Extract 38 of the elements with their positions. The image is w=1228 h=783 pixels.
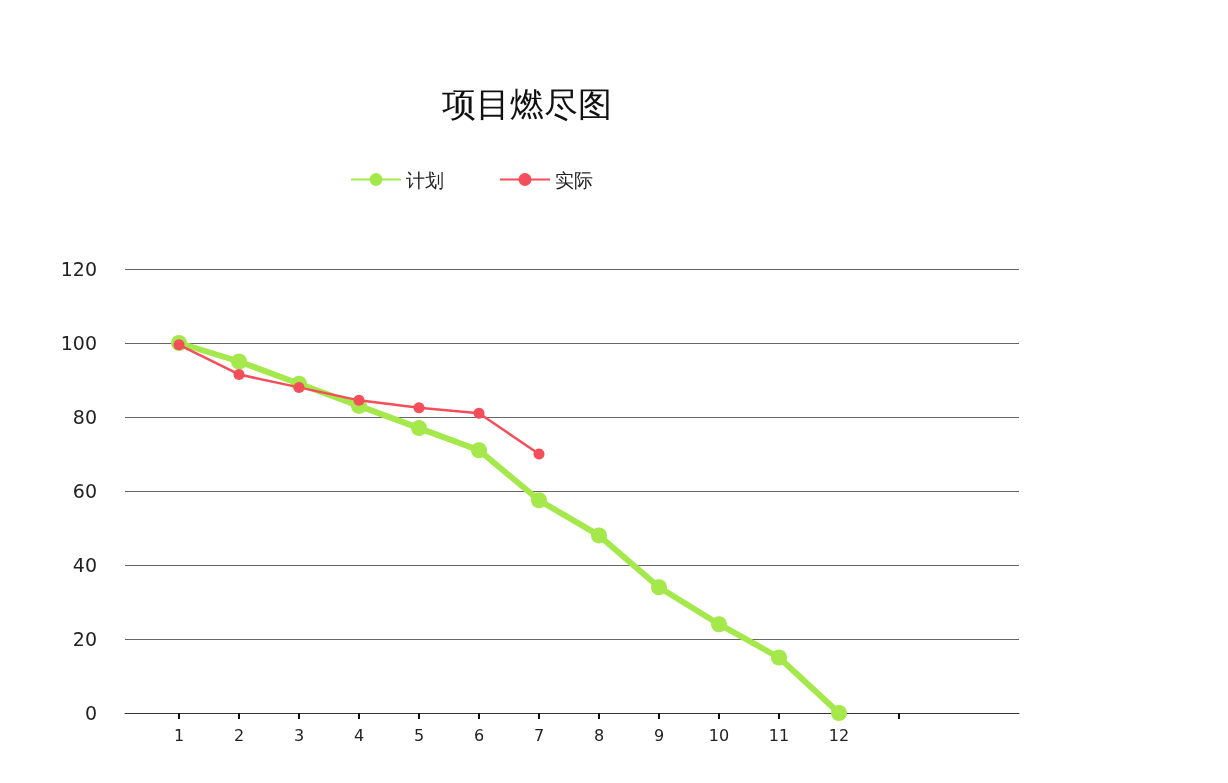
x-tick-label: 10 bbox=[708, 725, 730, 745]
point bbox=[293, 381, 305, 393]
legend-label: 计划 bbox=[406, 168, 444, 191]
point bbox=[353, 394, 365, 406]
x-tick-label: 11 bbox=[768, 725, 790, 745]
x-tick-label: 8 bbox=[593, 725, 605, 745]
point bbox=[173, 339, 185, 351]
point bbox=[651, 579, 667, 596]
y-tick-label: 100 bbox=[60, 332, 97, 354]
x-tick-label: 9 bbox=[653, 725, 665, 745]
y-tick-label: 120 bbox=[60, 258, 97, 280]
point bbox=[411, 420, 427, 437]
x-tick-label: 12 bbox=[828, 725, 850, 745]
point bbox=[711, 616, 727, 633]
point bbox=[831, 705, 847, 721]
chart-title: 项目燃尽图 bbox=[442, 84, 612, 124]
point bbox=[531, 492, 547, 509]
legend-label: 实际 bbox=[555, 168, 593, 191]
point bbox=[413, 402, 425, 414]
point bbox=[533, 448, 545, 460]
y-tick-label: 40 bbox=[72, 554, 97, 576]
x-tick-label: 4 bbox=[353, 725, 365, 745]
point bbox=[231, 353, 247, 370]
x-tick-label: 2 bbox=[233, 725, 245, 745]
y-tick-label: 60 bbox=[72, 480, 97, 502]
x-tick-label: 3 bbox=[293, 725, 305, 745]
point bbox=[471, 442, 487, 459]
point bbox=[591, 527, 607, 544]
point bbox=[473, 407, 485, 419]
point bbox=[771, 649, 787, 666]
point bbox=[233, 368, 245, 380]
x-tick-label: 5 bbox=[413, 725, 425, 745]
x-tick-label: 7 bbox=[533, 725, 545, 745]
x-tick-label: 6 bbox=[473, 725, 485, 745]
y-tick-label: 20 bbox=[72, 628, 97, 650]
x-tick-label: 1 bbox=[173, 725, 185, 745]
y-tick-label: 0 bbox=[84, 702, 97, 724]
y-tick-label: 80 bbox=[72, 406, 97, 428]
